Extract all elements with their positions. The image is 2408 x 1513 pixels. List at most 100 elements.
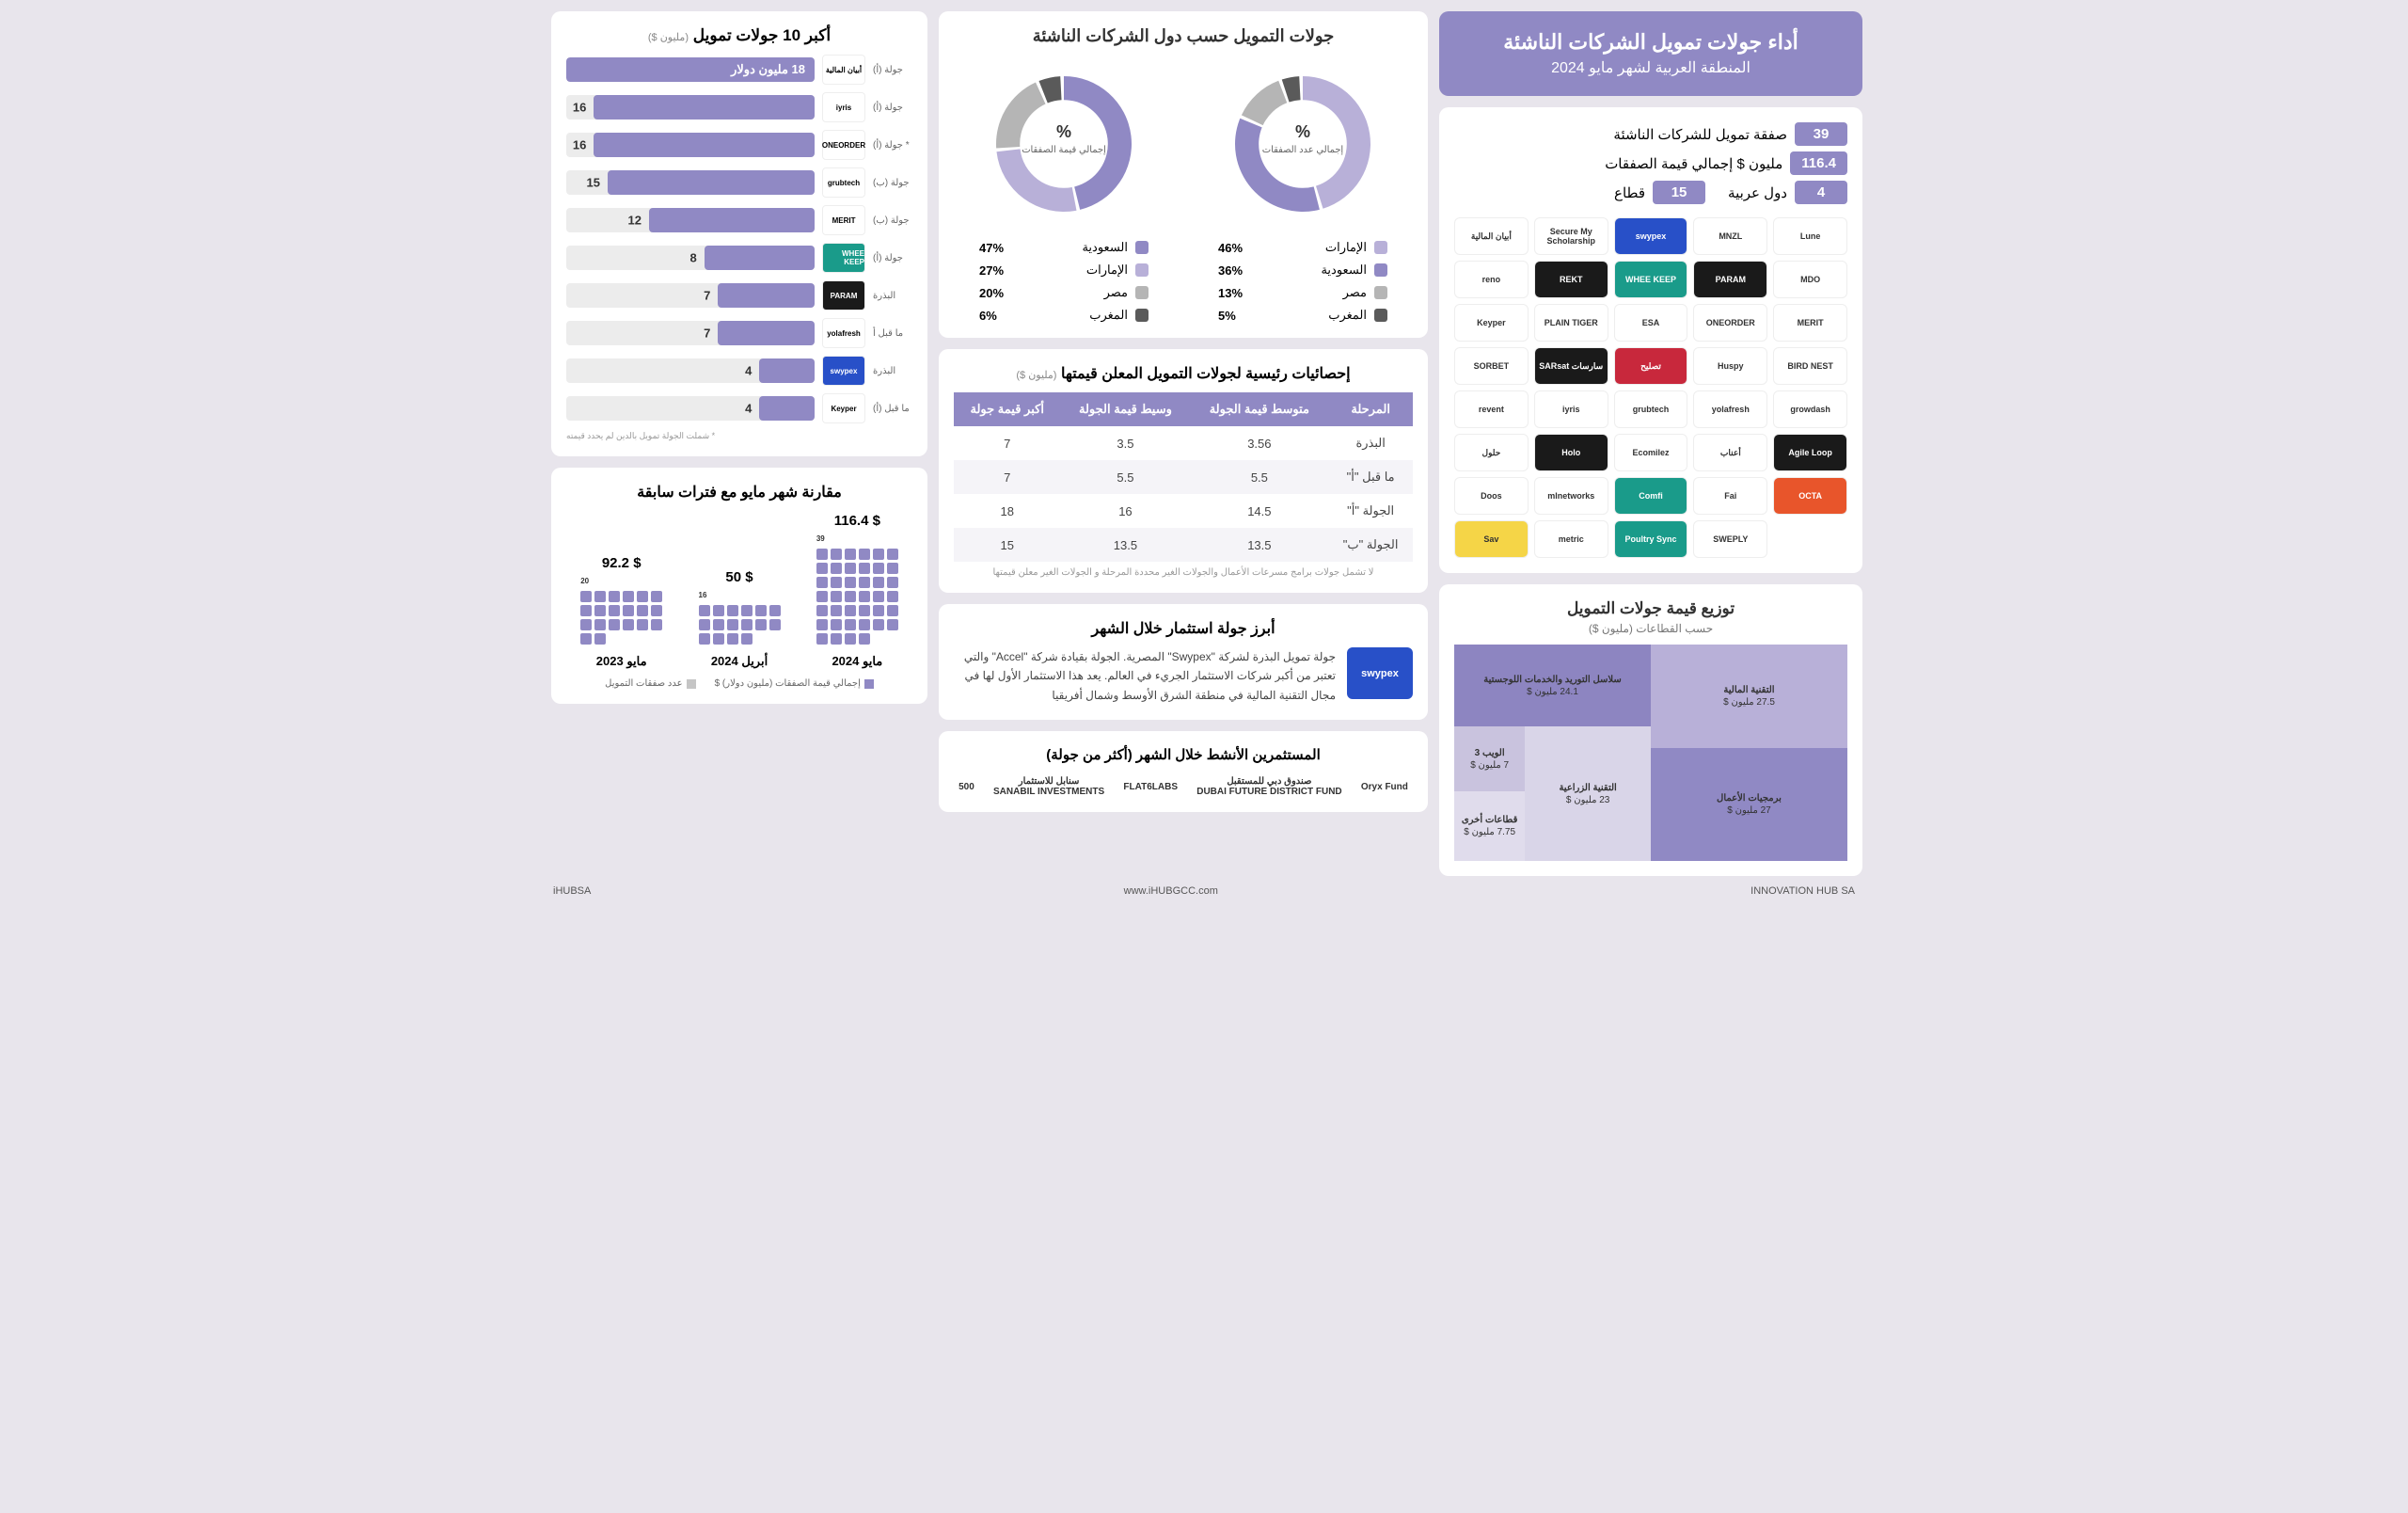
company-logo: Ecomilez xyxy=(1614,434,1688,471)
svg-text:إجمالي قيمة الصفقات: إجمالي قيمة الصفقات xyxy=(1022,145,1106,155)
treemap-cell: الويب 37 مليون $ xyxy=(1454,726,1525,791)
page-subtitle: المنطقة العربية لشهر مايو 2024 xyxy=(1458,58,1844,77)
investor-logo: 500 xyxy=(958,782,974,792)
treemap-cell: برمجيات الأعمال27 مليون $ xyxy=(1651,748,1847,861)
company-logo: Doos xyxy=(1454,477,1529,515)
compare-card: مقارنة شهر مايو مع فترات سابقة $ 116.439… xyxy=(551,468,927,704)
company-logo: yolafresh xyxy=(1693,390,1767,428)
compare-month: $ 92.220مايو 2023 xyxy=(580,555,662,669)
company-logo: OCTA xyxy=(1773,477,1847,515)
company-logo: Agile Loop xyxy=(1773,434,1847,471)
treemap-cell: قطاعات أخرى7.75 مليون $ xyxy=(1454,791,1525,861)
svg-text:%: % xyxy=(1056,122,1071,141)
treemap-cell: التقنية الزراعية23 مليون $ xyxy=(1525,726,1651,861)
donut-slice xyxy=(996,83,1046,149)
donut-slice xyxy=(996,149,1076,212)
top-rounds-card: أكبر 10 جولات تمويل (مليون $) جولة (أ)أب… xyxy=(551,11,927,456)
kpi-sectors: 15 xyxy=(1653,181,1705,204)
kpi-card: 39 صفقة تمويل للشركات الناشئة 116.4 مليو… xyxy=(1439,107,1862,573)
investor-logo: صندوق دبي للمستقبل DUBAI FUTURE DISTRICT… xyxy=(1196,776,1341,797)
kpi-deals-label: صفقة تمويل للشركات الناشئة xyxy=(1613,126,1787,143)
company-logo: Comfi xyxy=(1614,477,1688,515)
treemap-cell: التقنية المالية27.5 مليون $ xyxy=(1651,645,1847,748)
kpi-total-label: مليون $ إجمالي قيمة الصفقات xyxy=(1605,155,1782,172)
round-row: البذرةswypex4 xyxy=(566,356,912,386)
kpi-total-value: 116.4 xyxy=(1790,151,1847,175)
donut-deals-value: % إجمالي قيمة الصفقات السعودية47% الإمارات… xyxy=(979,59,1149,323)
page-footer: INNOVATION HUB SA www.iHUBGCC.com iHUBSA xyxy=(546,885,1862,897)
company-logo: grubtech xyxy=(1614,390,1688,428)
investors-card: المستثمرين الأنشط خلال الشهر (أكثر من جو… xyxy=(939,731,1428,812)
company-logo: MERIT xyxy=(1773,304,1847,342)
company-logo: حلول xyxy=(1454,434,1529,471)
legend-item: مصر13% xyxy=(1218,285,1387,300)
investor-logo: Oryx Fund xyxy=(1361,782,1408,792)
round-row: جولة (أ)WHEE KEEP8 xyxy=(566,243,912,273)
legend-item: المغرب6% xyxy=(979,308,1149,323)
donut-slice xyxy=(1242,81,1287,125)
company-logo: WHEE KEEP xyxy=(1614,261,1688,298)
investor-logo: FLAT6LABS xyxy=(1123,782,1178,792)
round-row: البذرةPARAM7 xyxy=(566,280,912,311)
company-logo: ONEORDER xyxy=(1693,304,1767,342)
legend-item: الإمارات27% xyxy=(979,263,1149,278)
round-row: جولة (أ)iyris16 xyxy=(566,92,912,122)
company-logo: reno xyxy=(1454,261,1529,298)
company-logo: BIRD NEST xyxy=(1773,347,1847,385)
highlight-card: أبرز جولة استثمار خلال الشهر swypex جولة… xyxy=(939,604,1428,720)
round-row: ما قبل (أ)Keyper4 xyxy=(566,393,912,423)
table-row: ما قبل "أ"5.55.57 xyxy=(954,460,1413,494)
kpi-countries: 4 xyxy=(1795,181,1847,204)
company-logo: mlnetworks xyxy=(1534,477,1608,515)
company-logo: Lune xyxy=(1773,217,1847,255)
stats-table-card: إحصائيات رئيسية لجولات التمويل المعلن قي… xyxy=(939,349,1428,593)
legend-item: السعودية36% xyxy=(1218,263,1387,278)
company-logo: MDO xyxy=(1773,261,1847,298)
svg-text:%: % xyxy=(1295,122,1310,141)
legend-item: مصر20% xyxy=(979,285,1149,300)
company-logo: Huspy xyxy=(1693,347,1767,385)
kpi-deals-count: 39 xyxy=(1795,122,1847,146)
company-logo: SWEPLY xyxy=(1693,520,1767,558)
round-row: جولة (ب)MERIT12 xyxy=(566,205,912,235)
company-logo: swypex xyxy=(1614,217,1688,255)
company-logo: Poultry Sync xyxy=(1614,520,1688,558)
company-logo: metric xyxy=(1534,520,1608,558)
company-logo: Holo xyxy=(1534,434,1608,471)
donuts-card: جولات التمويل حسب دول الشركات الناشئة %إ… xyxy=(939,11,1428,338)
header-card: أداء جولات تمويل الشركات الناشئة المنطقة… xyxy=(1439,11,1862,96)
legend-item: السعودية47% xyxy=(979,240,1149,255)
company-logo: Sav xyxy=(1454,520,1529,558)
logo-grid: LuneMNZLswypexSecure My Scholarshipأبيان… xyxy=(1454,217,1847,558)
company-logo: Secure My Scholarship xyxy=(1534,217,1608,255)
company-logo: growdash xyxy=(1773,390,1847,428)
company-logo: REKT xyxy=(1534,261,1608,298)
highlight-text: جولة تمويل البذرة لشركة "Swypex" المصرية… xyxy=(954,647,1336,705)
legend-item: المغرب5% xyxy=(1218,308,1387,323)
company-logo: SORBET xyxy=(1454,347,1529,385)
company-logo: أبيان المالية xyxy=(1454,217,1529,255)
legend-item: الإمارات46% xyxy=(1218,240,1387,255)
round-row: جولة (أ)أبيان المالية18 مليون دولار xyxy=(566,55,912,85)
table-row: الجولة "أ"14.51618 xyxy=(954,494,1413,528)
compare-month: $ 116.439مايو 2024 xyxy=(816,513,898,669)
company-logo: PLAIN TIGER xyxy=(1534,304,1608,342)
round-row: جولة (ب)grubtech15 xyxy=(566,167,912,198)
company-logo: iyris xyxy=(1534,390,1608,428)
treemap-cell: سلاسل التوريد والخدمات اللوجستية24.1 ملي… xyxy=(1454,645,1651,726)
compare-month: $ 5016أبريل 2024 xyxy=(699,569,781,669)
svg-text:إجمالي عدد الصفقات: إجمالي عدد الصفقات xyxy=(1262,145,1344,155)
company-logo: PARAM xyxy=(1693,261,1767,298)
treemap-card: توزيع قيمة جولات التمويل حسب القطاعات (م… xyxy=(1439,584,1862,876)
company-logo: أعناب xyxy=(1693,434,1767,471)
table-row: البذرة3.563.57 xyxy=(954,426,1413,460)
donut-slice xyxy=(1064,76,1132,210)
company-logo: Fai xyxy=(1693,477,1767,515)
company-logo: ESA xyxy=(1614,304,1688,342)
company-logo: MNZL xyxy=(1693,217,1767,255)
treemap: التقنية المالية27.5 مليون $برمجيات الأعم… xyxy=(1454,645,1847,861)
donut-deals-count: % إجمالي عدد الصفقات الإمارات46% السعودية3… xyxy=(1218,59,1387,323)
round-row: * جولة (أ)ONEORDER16 xyxy=(566,130,912,160)
company-logo: تصليح xyxy=(1614,347,1688,385)
company-logo: revent xyxy=(1454,390,1529,428)
